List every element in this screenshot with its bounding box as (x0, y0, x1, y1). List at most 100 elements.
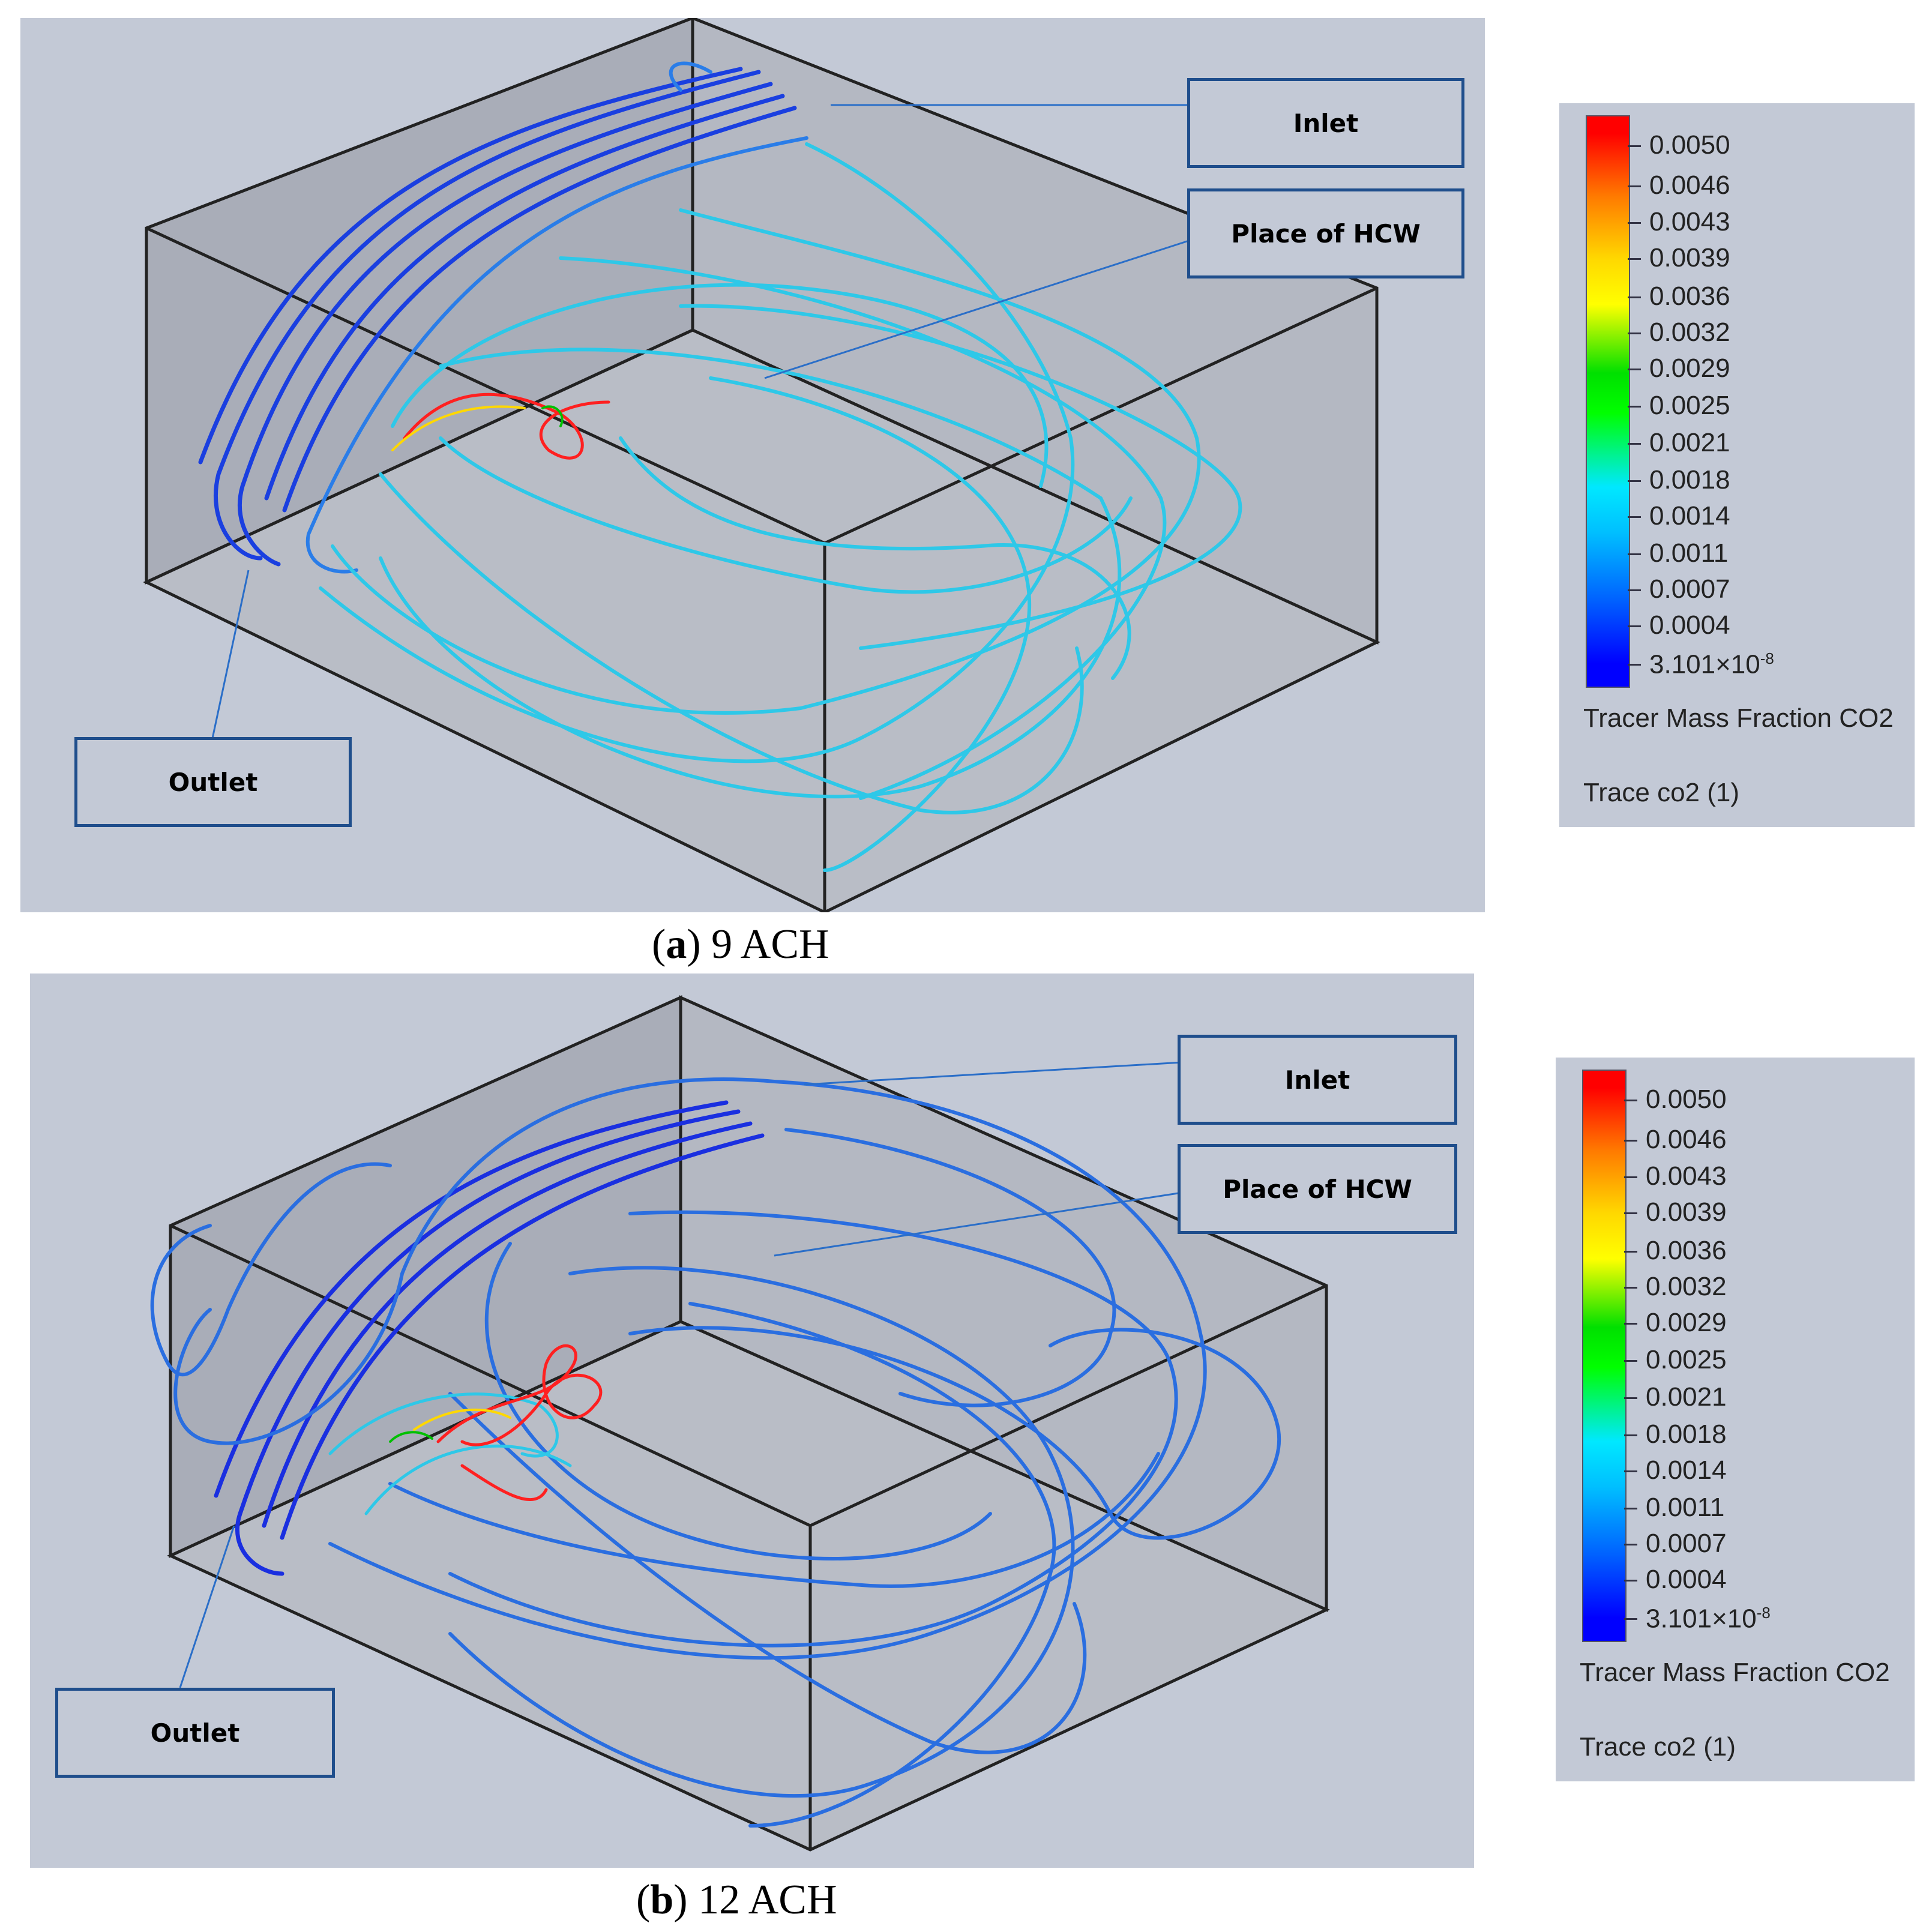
legend-tick: 0.0039 (1646, 1197, 1727, 1227)
legend-tick: 0.0018 (1649, 465, 1730, 495)
legend-tick: 0.0029 (1649, 354, 1730, 383)
box-top-front-right (823, 286, 1378, 545)
colorbar (1586, 115, 1630, 688)
streamline-high (403, 393, 610, 460)
streamline (448, 1392, 1087, 1754)
legend-a: 0.0050 0.0046 0.0043 0.0039 0.0036 0.003… (1559, 103, 1915, 827)
streamline (379, 348, 1122, 799)
streamline (484, 1242, 992, 1560)
legend-title: Tracer Mass Fraction CO2 (1583, 703, 1894, 733)
streamline (235, 1109, 741, 1576)
legend-tick: 0.0011 (1646, 1493, 1725, 1522)
streamline (379, 472, 1084, 814)
legend-tick: 0.0036 (1646, 1236, 1727, 1265)
legend-tick: 0.0046 (1646, 1125, 1727, 1154)
legend-tick: 0.0021 (1646, 1382, 1727, 1412)
streamline (264, 94, 785, 501)
caption-a: (a) 9 ACH (652, 921, 829, 968)
legend-tick: 0.0032 (1649, 317, 1730, 347)
hcw-label: Place of HCW (1187, 188, 1464, 278)
legend-tick: 0.0032 (1646, 1272, 1727, 1301)
streamline-mid (541, 405, 564, 427)
box-top-front-right (809, 1284, 1328, 1527)
box-floor-face (167, 1320, 1331, 1852)
streamlines-a (198, 61, 1242, 872)
streamline (150, 1162, 392, 1377)
legend-tick: 0.0039 (1649, 243, 1730, 272)
legend-tick: 0.0025 (1649, 391, 1730, 420)
inlet-label: Inlet (1187, 78, 1464, 168)
box-top-front-left (145, 226, 826, 545)
streamline (328, 1080, 1207, 1660)
legend-tick: 0.0050 (1649, 130, 1730, 160)
streamlines-b (150, 1077, 1281, 1828)
streamline (448, 1266, 1075, 1798)
streamline (214, 70, 761, 561)
legend-min: 3.101×10-8 (1649, 649, 1774, 679)
streamline (559, 256, 1167, 800)
legend-tick: 0.0043 (1646, 1161, 1727, 1191)
streamline (173, 1077, 776, 1445)
hcw-label: Place of HCW (1178, 1144, 1457, 1234)
caption-b: (b) 12 ACH (636, 1877, 837, 1923)
streamline (388, 1452, 1160, 1588)
outlet-leader (211, 570, 250, 739)
streamline (198, 67, 743, 465)
streamline (282, 106, 797, 513)
legend-b: 0.0050 0.0046 0.0043 0.0039 0.0036 0.003… (1556, 1058, 1915, 1781)
streamline-mid (389, 1431, 433, 1443)
panel-a-viewport: Inlet Place of HCW Outlet (20, 18, 1485, 912)
panel-b-drawing (150, 995, 1331, 1852)
legend-tick: 0.0004 (1649, 610, 1730, 640)
legend-tick: 0.0011 (1649, 538, 1729, 568)
streamline (784, 1128, 1116, 1407)
legend-tick: 0.0021 (1649, 428, 1730, 457)
legend-trace: Trace co2 (1) (1583, 778, 1740, 807)
legend-trace: Trace co2 (1) (1580, 1732, 1736, 1762)
legend-title: Tracer Mass Fraction CO2 (1580, 1658, 1890, 1687)
legend-tick: 0.0043 (1649, 207, 1730, 236)
hcw-leader (774, 1191, 1183, 1257)
streamline (391, 283, 1049, 488)
legend-min: 3.101×10-8 (1646, 1604, 1771, 1634)
streamline (280, 1133, 765, 1540)
streamline (679, 304, 1242, 650)
streamline (688, 1302, 1056, 1828)
outlet-label: Outlet (55, 1688, 335, 1778)
streamline-high (460, 1464, 548, 1502)
streamline (262, 1121, 753, 1528)
legend-tick: 0.0046 (1649, 170, 1730, 200)
streamline (364, 1444, 572, 1515)
colorbar (1582, 1070, 1627, 1642)
hcw-leader (764, 239, 1191, 379)
legend-tick: 0.0029 (1646, 1308, 1727, 1337)
streamline (439, 436, 1133, 594)
legend-tick: 0.0014 (1646, 1455, 1727, 1485)
legend-tick: 0.0050 (1646, 1085, 1727, 1114)
panel-a-drawing (143, 18, 1380, 912)
legend-tick: 0.0007 (1649, 574, 1730, 604)
box-top-front-left (169, 1224, 811, 1527)
streamline-mid (391, 405, 526, 451)
streamline-high (436, 1344, 603, 1446)
outlet-label: Outlet (74, 737, 352, 827)
streamline (628, 1326, 1281, 1540)
inlet-leader (804, 1061, 1183, 1086)
streamline (619, 436, 1131, 680)
streamline (319, 142, 1075, 763)
legend-tick: 0.0025 (1646, 1345, 1727, 1374)
legend-tick: 0.0014 (1649, 501, 1730, 531)
box-floor-face (143, 328, 1380, 912)
legend-tick: 0.0007 (1646, 1529, 1727, 1558)
streamline (305, 136, 808, 574)
inlet-label: Inlet (1178, 1035, 1457, 1125)
streamline (448, 1210, 1178, 1648)
legend-tick: 0.0004 (1646, 1565, 1727, 1594)
panel-b-viewport: Inlet Place of HCW Outlet (30, 974, 1474, 1868)
streamline (237, 82, 773, 567)
legend-tick: 0.0036 (1649, 281, 1730, 311)
streamline-mid (413, 1408, 511, 1431)
outlet-leader (179, 1525, 235, 1688)
streamline (709, 376, 1032, 872)
streamline (669, 61, 712, 92)
